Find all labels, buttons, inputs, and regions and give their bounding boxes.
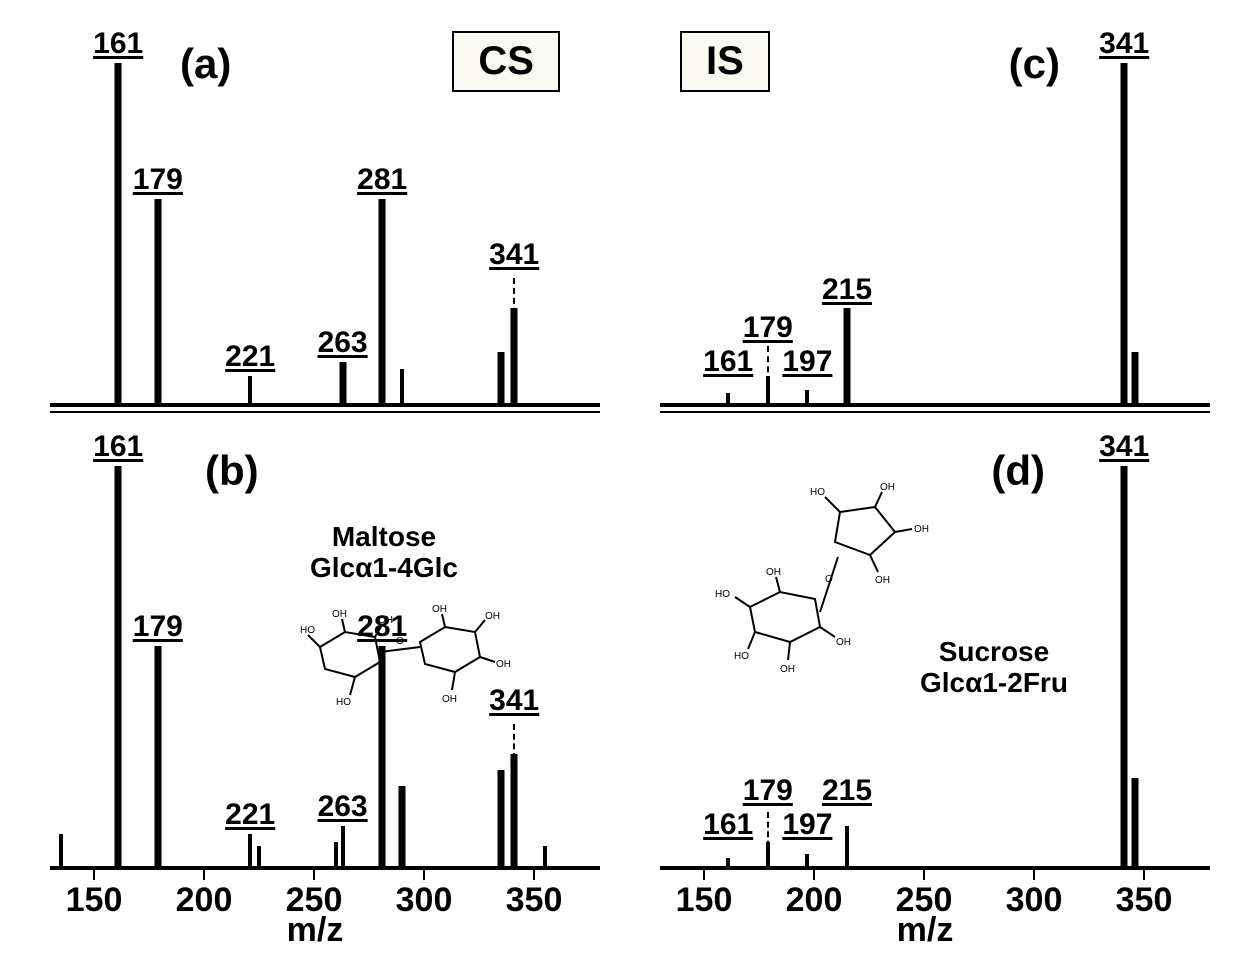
spectrum-peak (498, 770, 505, 866)
spectrum-peak (844, 308, 851, 403)
spectrum-peak (248, 376, 252, 403)
peak-label: 197 (782, 808, 832, 842)
peak-label: 281 (357, 610, 407, 644)
peak-label: 161 (703, 345, 753, 379)
spectrum-d: 161179197215341150200250300350 (660, 442, 1210, 870)
figure-grid: (a) CS 161179221263281341 (c) IS 1611791… (10, 10, 1230, 950)
spectrum-peak (154, 646, 161, 866)
spectrum-peak (379, 199, 386, 403)
spectrum-peak (334, 842, 338, 866)
peak-label: 341 (489, 684, 539, 718)
spectrum-peak (379, 646, 386, 866)
spectrum-peak (1132, 778, 1139, 866)
peak-label: 179 (133, 610, 183, 644)
peak-label: 281 (357, 163, 407, 197)
tick-label: 300 (1006, 881, 1063, 920)
spectrum-b: 161179221263281341150200250300350 (50, 442, 600, 870)
spectrum-peak (1132, 352, 1139, 403)
peak-label: 179 (133, 163, 183, 197)
peak-label: 215 (822, 273, 872, 307)
spectrum-peak (498, 352, 505, 403)
panel-b: (b) Maltose Glcα1-4Glc HOOHOH HO (10, 437, 620, 950)
spectrum-peak (1121, 63, 1128, 403)
x-axis-label-b: m/z (287, 911, 344, 950)
panel-a: (a) CS 161179221263281341 (10, 10, 620, 437)
spectrum-peak (805, 390, 809, 404)
spectrum-peak (543, 846, 547, 866)
peak-label: 215 (822, 774, 872, 808)
spectrum-peak (248, 834, 252, 866)
peak-label: 221 (225, 340, 275, 374)
peak-label: 221 (225, 798, 275, 832)
panel-c: (c) IS 161179197215341 (620, 10, 1230, 437)
spectrum-peak (339, 362, 346, 403)
tick-label: 150 (66, 881, 123, 920)
peak-label: 263 (318, 326, 368, 360)
tick-label: 150 (676, 881, 733, 920)
spectrum-peak (400, 369, 404, 403)
spectrum-a: 161 179 221 263 281 341 (50, 15, 600, 407)
peak-label: 161 (93, 27, 143, 61)
peak-label: 341 (1099, 27, 1149, 61)
peak-label: 179 (743, 774, 793, 808)
spectrum-peak (726, 858, 730, 866)
spectrum-peak (845, 826, 849, 866)
spectrum-peak (154, 199, 161, 403)
spectrum-peak (726, 393, 730, 403)
peak-label: 161 (703, 808, 753, 842)
panel-d: (d) Sucrose Glcα1-2Fru HOOHOH (620, 437, 1230, 950)
spectrum-c: 161179197 215 341 (660, 15, 1210, 407)
spectrum-peak (59, 834, 63, 866)
tick-label: 350 (506, 881, 563, 920)
peak-label: 179 (743, 311, 793, 345)
peak-label: 197 (782, 345, 832, 379)
spectrum-peak (115, 63, 122, 403)
peak-label: 263 (318, 790, 368, 824)
spectrum-peak (399, 786, 406, 866)
x-axis-label-d: m/z (897, 911, 954, 950)
tick-label: 350 (1116, 881, 1173, 920)
spectrum-peak (115, 466, 122, 866)
spectrum-peak (257, 846, 261, 866)
peak-label: 341 (1099, 430, 1149, 464)
spectrum-peak (341, 826, 345, 866)
spectrum-peak (1121, 466, 1128, 866)
peak-label: 161 (93, 430, 143, 464)
tick-label: 200 (786, 881, 843, 920)
tick-label: 200 (176, 881, 233, 920)
peak-label: 341 (489, 238, 539, 272)
tick-label: 300 (396, 881, 453, 920)
spectrum-peak (805, 854, 809, 866)
